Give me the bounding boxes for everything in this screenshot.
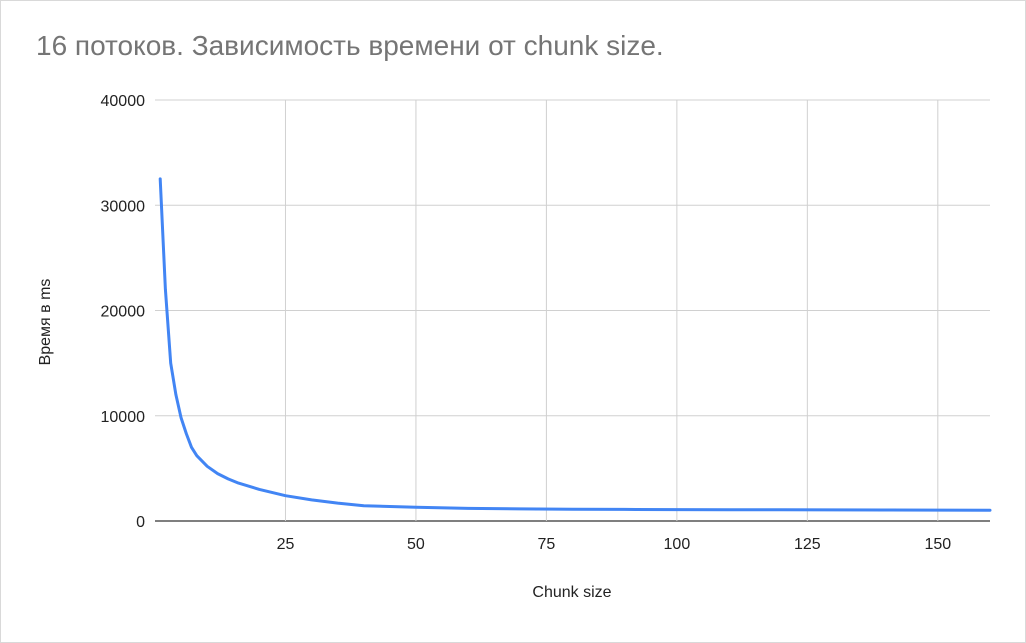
y-tick-label: 10000 — [101, 409, 146, 426]
tick-labels: 0 10000 20000 30000 40000 25 50 75 100 125 150 — [101, 93, 952, 553]
y-tick-label: 30000 — [101, 198, 146, 215]
chart-title: 16 потоков. Зависимость времени от chunk… — [36, 30, 664, 61]
x-tick-label: 125 — [794, 536, 821, 553]
series-line — [158, 177, 992, 512]
y-tick-label: 40000 — [101, 93, 146, 110]
x-axis-label: Chunk size — [532, 584, 612, 601]
x-tick-label: 75 — [538, 536, 556, 553]
y-tick-label: 0 — [136, 514, 145, 531]
grid-lines — [155, 99, 990, 522]
y-tick-label: 20000 — [101, 304, 146, 321]
series-layer — [158, 177, 992, 512]
x-tick-label: 150 — [924, 536, 951, 553]
x-tick-label: 100 — [664, 536, 691, 553]
x-tick-label: 50 — [407, 536, 425, 553]
x-tick-label: 25 — [277, 536, 295, 553]
